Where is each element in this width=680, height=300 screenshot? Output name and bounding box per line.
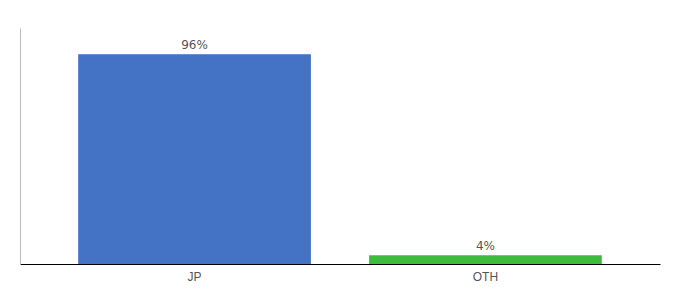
x-axis: JP OTH [21,264,661,284]
bar [369,255,602,264]
y-axis [20,29,21,265]
data-label: 4% [476,239,495,253]
plot: 96% 4% JP OTH [21,29,661,284]
x-tick: JP [188,264,202,284]
data-label: 96% [181,38,208,52]
x-tick-label: OTH [473,270,498,284]
x-axis-line [21,264,661,265]
data-labels: 96% 4% [181,38,495,253]
bar [78,54,311,264]
bars [78,54,602,264]
x-tick-label: JP [188,270,202,284]
x-tick: OTH [473,264,498,284]
y-axis-line [20,29,21,265]
chart: 96% 4% JP OTH [0,0,680,300]
